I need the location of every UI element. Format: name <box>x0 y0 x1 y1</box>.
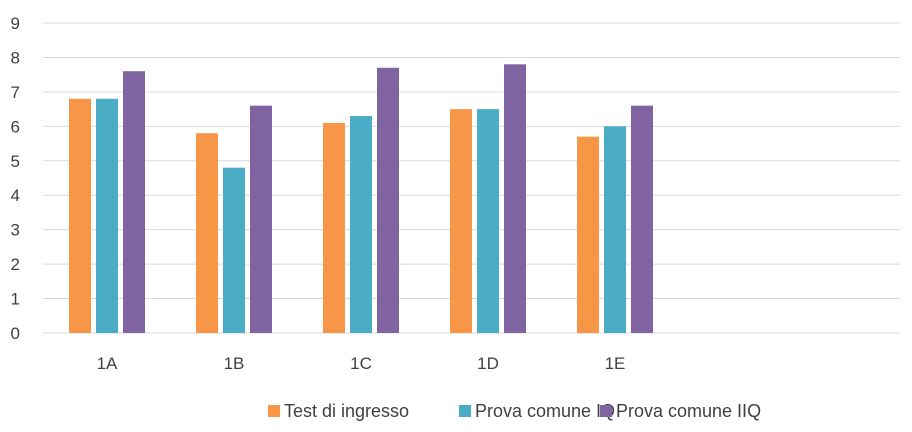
legend-label: Prova comune IQ <box>475 401 615 421</box>
x-tick-label: 1A <box>97 354 118 373</box>
bar-1e-series-1 <box>577 136 599 333</box>
bar-1c-series-3 <box>377 67 399 334</box>
y-axis-tick-labels: 0 1 2 3 4 5 6 7 8 9 <box>11 14 20 343</box>
legend-swatch <box>600 405 612 417</box>
y-tick-label: 7 <box>11 83 20 102</box>
legend-swatch <box>268 405 280 417</box>
y-tick-label: 9 <box>11 14 20 33</box>
bar-1b-series-2 <box>223 167 245 333</box>
bar-1e-series-2 <box>604 126 626 333</box>
bar-1a-series-1 <box>69 98 91 334</box>
y-tick-label: 6 <box>11 117 20 136</box>
bar-1d-series-1 <box>450 109 472 333</box>
y-tick-label: 1 <box>11 290 20 309</box>
y-tick-label: 4 <box>11 186 20 205</box>
bar-1c-series-2 <box>350 116 372 333</box>
y-tick-label: 2 <box>11 255 20 274</box>
legend-label: Test di ingresso <box>284 401 409 421</box>
bar-1d-series-2 <box>477 109 499 333</box>
bar-1b-series-1 <box>196 133 218 333</box>
bar-1b-series-3 <box>250 105 272 334</box>
x-tick-label: 1C <box>350 354 372 373</box>
legend-swatch <box>459 405 471 417</box>
legend: Test di ingresso Prova comune IQ Prova com… <box>268 401 761 421</box>
bar-1c-series-1 <box>323 122 345 333</box>
x-tick-label: 1E <box>605 354 626 373</box>
x-tick-label: 1D <box>477 354 499 373</box>
x-tick-label: 1B <box>224 354 245 373</box>
legend-label: Prova comune IIQ <box>616 401 761 421</box>
x-axis-tick-labels: 1A 1B 1C 1D 1E <box>97 354 626 373</box>
bar-1a-series-2 <box>96 98 118 334</box>
bars <box>69 64 653 334</box>
bar-1e-series-3 <box>631 105 653 334</box>
y-tick-label: 0 <box>11 324 20 343</box>
bar-1a-series-3 <box>123 71 145 333</box>
y-tick-label: 5 <box>11 152 20 171</box>
y-tick-label: 8 <box>11 48 20 67</box>
bar-1d-series-3 <box>504 64 526 333</box>
y-tick-label: 3 <box>11 221 20 240</box>
